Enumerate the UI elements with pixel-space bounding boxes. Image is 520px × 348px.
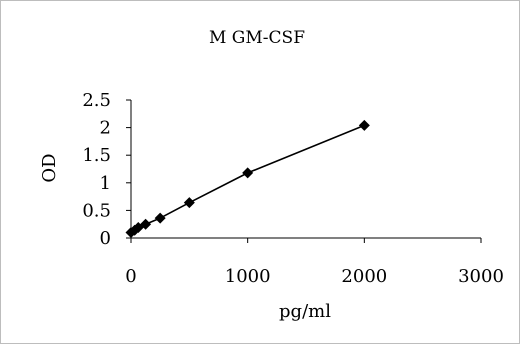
y-tick-label: 1.5 [82, 145, 111, 166]
y-ticks: 0 0.5 1 1.5 2 2.5 [82, 90, 131, 249]
x-axis-label: pg/ml [279, 301, 331, 322]
y-tick-label: 1 [100, 173, 111, 194]
data-point [183, 197, 195, 209]
chart-title: M GM-CSF [209, 28, 305, 48]
x-tick-label: 1000 [225, 266, 271, 287]
x-tick-label: 2000 [341, 266, 387, 287]
x-tick-label: 0 [125, 266, 136, 287]
data-point [154, 212, 166, 224]
series [125, 119, 370, 238]
y-tick-label: 2 [100, 118, 111, 139]
y-tick-label: 0 [100, 228, 111, 249]
axes [130, 100, 481, 239]
y-tick-label: 2.5 [82, 90, 111, 111]
series-line [130, 124, 365, 234]
x-tick-label: 3000 [458, 266, 504, 287]
data-point [140, 218, 152, 230]
data-point [242, 167, 254, 179]
chart: M GM-CSF 0 0.5 1 1.5 2 2.5 0 1000 2000 3000 OD p… [39, 28, 504, 322]
data-point [358, 119, 370, 131]
y-tick-label: 0.5 [82, 200, 111, 221]
y-axis-label: OD [39, 153, 60, 182]
x-ticks: 0 1000 2000 3000 [125, 238, 504, 287]
